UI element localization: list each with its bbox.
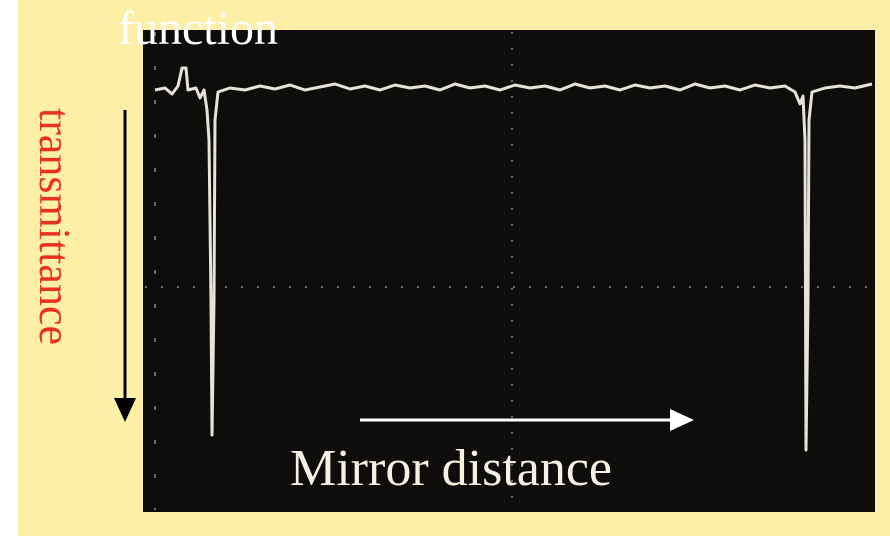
figure: function transmittance Mirror distance bbox=[0, 0, 890, 536]
x-axis-label: Mirror distance bbox=[290, 440, 612, 497]
left-margin bbox=[0, 0, 18, 536]
y-axis-label: transmittance bbox=[30, 108, 79, 345]
title: function bbox=[118, 2, 278, 55]
page: function transmittance Mirror distance (… bbox=[0, 0, 890, 536]
